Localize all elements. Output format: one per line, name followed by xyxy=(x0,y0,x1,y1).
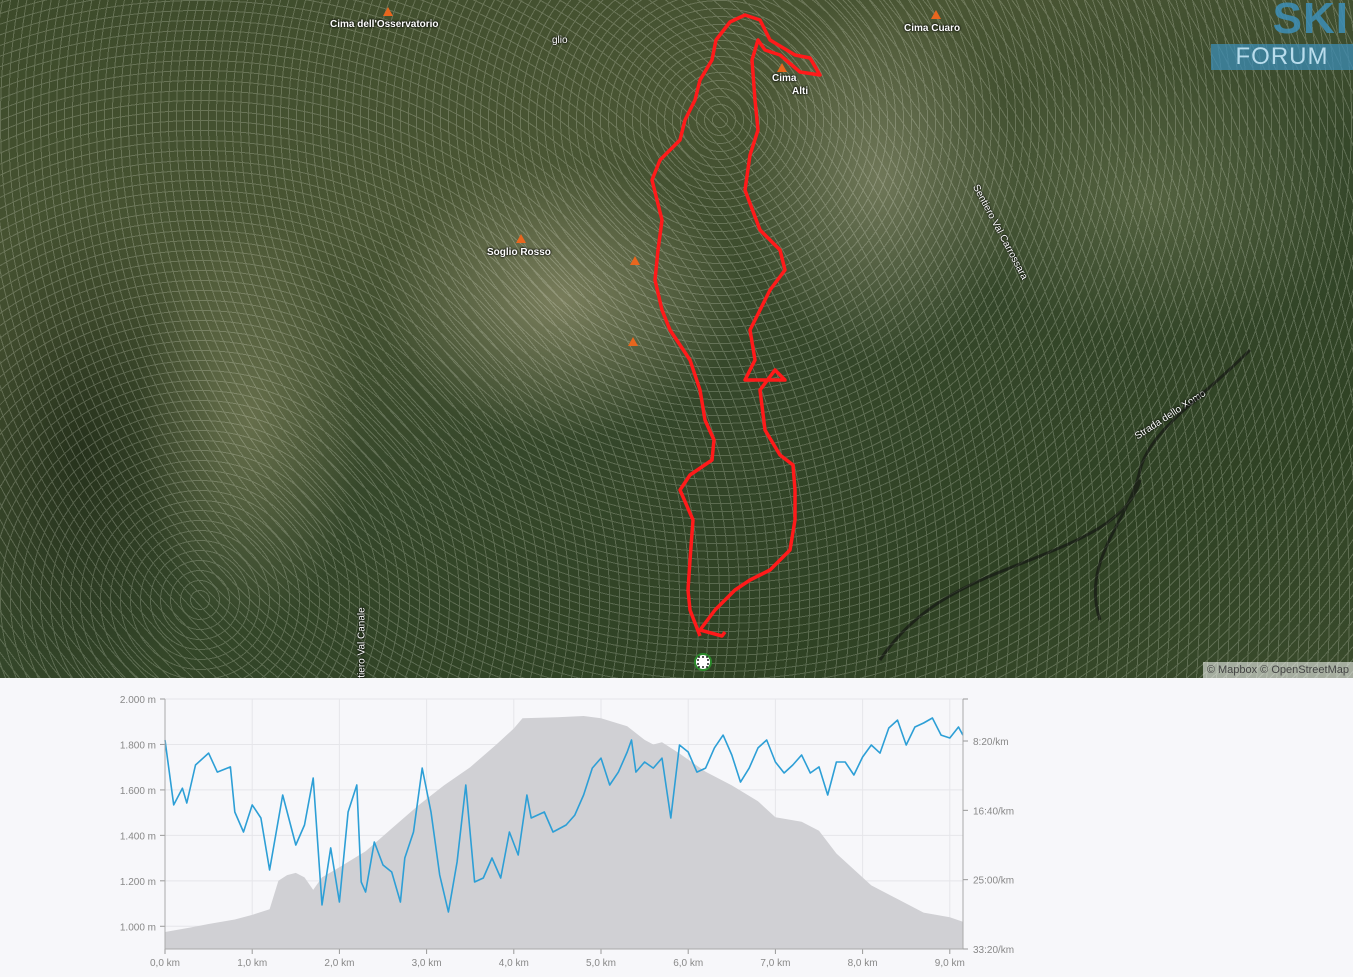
route-track xyxy=(650,13,1252,671)
peak-icon xyxy=(516,234,526,243)
x-tick-label: 5,0 km xyxy=(586,958,616,969)
peak-label: Soglio Rosso xyxy=(487,247,551,258)
x-tick-label: 6,0 km xyxy=(673,958,703,969)
x-tick-label: 0,0 km xyxy=(150,958,180,969)
pace-line xyxy=(164,717,964,913)
peak-label: Alti xyxy=(792,86,809,97)
peak-icon xyxy=(383,7,393,16)
elevation-area xyxy=(165,716,963,949)
peak-icon xyxy=(777,63,787,72)
route-line xyxy=(650,13,822,638)
route-map[interactable]: Cima dell'Osservatorio glio Cima Cuaro S… xyxy=(0,0,1353,678)
y-right-tick-label: 33:20/km xyxy=(973,945,1014,956)
y-left-tick-label: 1.200 m xyxy=(120,877,156,888)
x-tick-label: 8,0 km xyxy=(848,958,878,969)
y-left-tick-label: 1.600 m xyxy=(120,786,156,797)
x-tick-label: 7,0 km xyxy=(760,958,790,969)
skiforum-logo: SKI FORUM xyxy=(1208,0,1353,72)
x-tick-label: 4,0 km xyxy=(499,958,529,969)
peak-icon xyxy=(630,256,640,265)
x-tick-label: 2,0 km xyxy=(324,958,354,969)
peak-label: Cima xyxy=(772,73,797,84)
y-left-tick-label: 1.800 m xyxy=(120,740,156,751)
x-tick-label: 1,0 km xyxy=(237,958,267,969)
y-right-tick-label: 16:40/km xyxy=(973,806,1014,817)
y-right-tick-label: 8:20/km xyxy=(973,737,1009,748)
peak-icon xyxy=(931,10,941,19)
y-left-tick-label: 2.000 m xyxy=(120,695,156,706)
start-finish-icon xyxy=(694,653,712,671)
peak-icon xyxy=(628,337,638,346)
x-tick-label: 9,0 km xyxy=(935,958,965,969)
map-attribution[interactable]: © Mapbox © OpenStreetMap xyxy=(1202,662,1353,678)
peak-label: Cima dell'Osservatorio xyxy=(330,19,439,30)
y-left-tick-label: 1.000 m xyxy=(120,922,156,933)
place-label: glio xyxy=(552,35,568,46)
y-right-tick-label: 25:00/km xyxy=(973,876,1014,887)
y-left-tick-label: 1.400 m xyxy=(120,831,156,842)
x-tick-label: 3,0 km xyxy=(412,958,442,969)
peak-label: Cima Cuaro xyxy=(904,23,961,34)
elevation-pace-chart[interactable]: 2.000 m 1.800 m 1.600 m 1.400 m 1.200 m 1.000… xyxy=(0,678,1353,977)
